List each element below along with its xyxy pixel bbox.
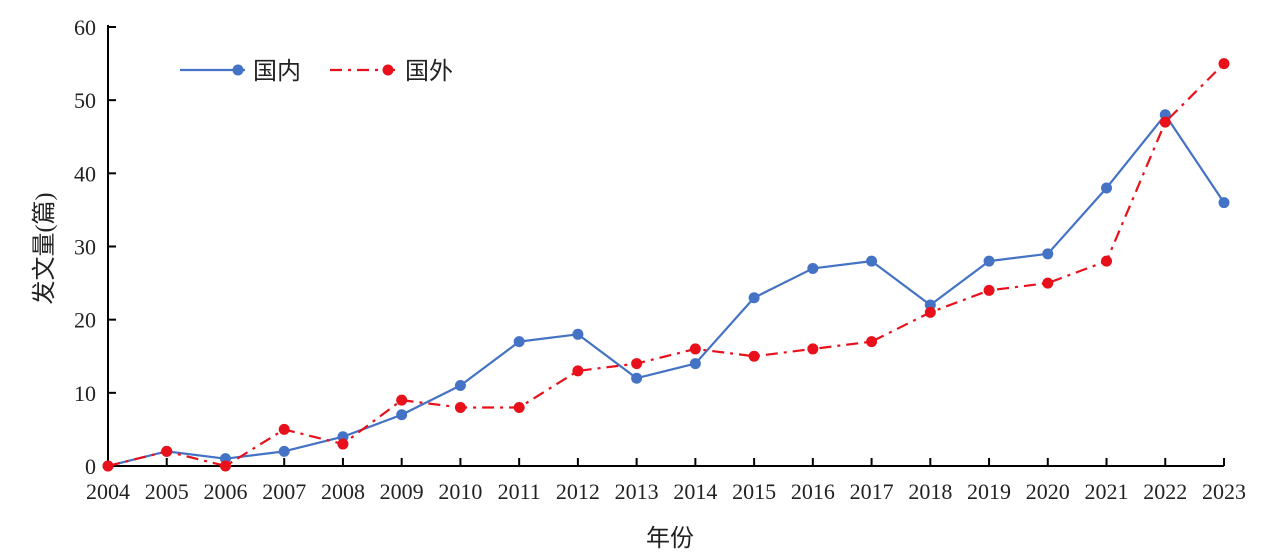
data-point [454,401,466,413]
x-tick-label: 2009 [380,479,424,504]
data-point [102,460,114,472]
y-tick-label: 10 [74,381,96,406]
x-tick-label: 2013 [615,479,659,504]
x-tick-label: 2022 [1143,479,1187,504]
y-tick-label: 60 [74,15,96,40]
data-point [1101,255,1113,267]
chart-series [102,58,1230,472]
data-point [278,423,290,435]
data-point [337,438,349,450]
y-tick-label: 50 [74,88,96,113]
data-point [807,343,819,355]
x-tick-label: 2017 [850,479,894,504]
x-tick-label: 2015 [732,479,776,504]
data-point [748,350,760,362]
data-point [1101,182,1113,194]
series-line [107,62,1225,468]
data-point [513,336,525,348]
legend-item-2: 国外 [330,58,453,85]
data-point [1159,116,1171,128]
data-point [161,445,173,457]
x-tick-label: 2011 [498,479,541,504]
series-line [107,113,1225,468]
data-point [454,380,466,392]
data-point [689,358,701,370]
y-tick-label: 40 [74,161,96,186]
x-tick-label: 2023 [1202,479,1246,504]
data-point [983,284,995,296]
legend-label: 国内 [253,58,301,85]
data-point [513,401,525,413]
series-2 [102,58,1230,472]
x-tick-label: 2004 [86,479,130,504]
legend-marker [232,64,244,76]
y-tick-label: 20 [74,308,96,333]
data-point [631,358,643,370]
x-tick-label: 2012 [556,479,600,504]
data-point [572,328,584,340]
data-point [983,255,995,267]
data-point [1042,248,1054,260]
x-tick-label: 2014 [673,479,717,504]
data-point [1218,58,1230,70]
y-axis-title: 发文量(篇) [31,193,58,305]
x-tick-label: 2008 [321,479,365,504]
legend-item-1: 国内 [180,58,301,85]
data-point [748,292,760,304]
data-point [1042,277,1054,289]
x-tick-label: 2021 [1085,479,1129,504]
legend-label: 国外 [405,58,453,85]
x-tick-label: 2020 [1026,479,1070,504]
data-point [689,343,701,355]
data-point [924,306,936,318]
data-point [866,336,878,348]
x-tick-label: 2006 [203,479,247,504]
x-axis-ticks: 2004 2005 2006 2007 2008 2009 2010 2011 2012 2013… [86,458,1246,504]
y-tick-label: 30 [74,235,96,260]
data-point [1218,197,1230,209]
data-point [219,460,231,472]
data-point [807,262,819,274]
x-tick-label: 2016 [791,479,835,504]
legend-marker [382,64,394,76]
data-point [396,394,408,406]
x-tick-label: 2005 [145,479,189,504]
x-tick-label: 2010 [438,479,482,504]
chart-legend: 国内 国外 [180,58,453,85]
x-tick-label: 2018 [908,479,952,504]
y-axis-ticks: 0 10 20 30 40 50 60 [74,15,116,479]
y-tick-label: 0 [85,454,96,479]
data-point [572,365,584,377]
data-point [396,409,408,421]
series-1 [102,109,1230,472]
data-point [631,372,643,384]
x-tick-label: 2007 [262,479,306,504]
x-tick-label: 2019 [967,479,1011,504]
data-point [278,445,290,457]
data-point [866,255,878,267]
x-axis-title: 年份 [646,525,694,552]
